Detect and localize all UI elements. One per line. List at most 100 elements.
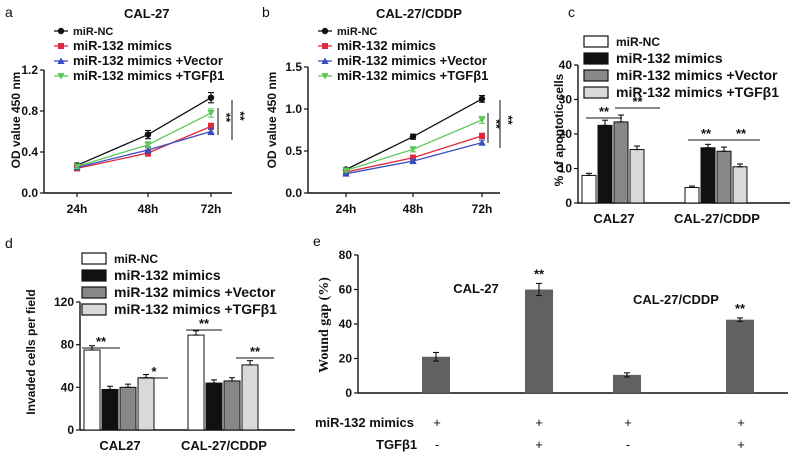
panel-d-legend-swatch xyxy=(81,269,107,282)
panel-d-ylabel: Invaded cells per field xyxy=(24,289,38,414)
panel-c-legend-label: miR-132 mimics +Vector xyxy=(616,67,778,83)
panel-c-x-tick-label: CAL-27/CDDP xyxy=(674,211,760,226)
panel-a-legend-marker xyxy=(57,57,65,64)
panel-d-x-tick-label: CAL27 xyxy=(99,438,140,453)
panel-label-c: c xyxy=(568,4,575,20)
panel-b-sig-label: ** xyxy=(489,119,503,129)
panel-b-data-point xyxy=(409,146,417,153)
panel-c-sig-label: ** xyxy=(599,104,610,119)
panel-d-bar xyxy=(205,382,223,431)
panel-d-bar xyxy=(83,349,101,431)
panel-b-legend-label: miR-NC xyxy=(337,26,377,38)
panel-c-bar xyxy=(629,149,645,204)
panel-b-data-point xyxy=(478,95,486,103)
panel-d-bar xyxy=(223,380,241,431)
panel-a-title: CAL-27 xyxy=(124,6,170,21)
panel-label-a: a xyxy=(5,4,13,20)
panel-d-legend-swatch xyxy=(81,303,107,316)
panel-a-x-tick-label: 48h xyxy=(138,202,159,216)
panel-a-data-point xyxy=(207,110,215,117)
panel-d-sig-label: ** xyxy=(199,316,210,331)
panel-a-legend-marker xyxy=(57,73,65,80)
panel-d-sig-label: ** xyxy=(96,334,107,349)
panel-b-x-tick-label: 24h xyxy=(336,202,357,216)
panel-c-y-tick-label: 0 xyxy=(565,196,572,210)
panel-c-legend-swatch xyxy=(583,35,609,48)
panel-d-sig-label: * xyxy=(151,364,157,379)
panel-b-legend-marker xyxy=(322,43,328,49)
panel-e-tgf-sign: + xyxy=(737,437,745,452)
panel-e-mimics-sign: + xyxy=(737,415,745,430)
panel-b-sig-label: ** xyxy=(501,115,515,125)
panel-a-x-tick-label: 24h xyxy=(67,202,88,216)
panel-c-bar-chart: % of apoptotic cells 0 10 20 30 40 CAL27 CAL-2… xyxy=(552,35,790,226)
panel-d-sig-label: ** xyxy=(250,344,261,359)
panel-d-legend-swatch xyxy=(81,286,107,299)
panel-c-bar xyxy=(581,174,597,204)
panel-c-x-tick-label: CAL27 xyxy=(593,211,634,226)
panel-d-legend-swatch xyxy=(81,252,107,265)
panel-e-sig-label: ** xyxy=(534,266,545,281)
panel-b-data-point xyxy=(478,139,486,146)
panel-b-y-tick-label: 0.5 xyxy=(285,144,302,158)
panel-e-mimics-sign: + xyxy=(624,415,632,430)
panel-e-bar xyxy=(525,289,553,393)
panel-a-x-tick-label: 72h xyxy=(201,202,222,216)
panel-c-y-tick-label: 20 xyxy=(559,127,573,141)
panel-e-row-label: miR-132 mimics xyxy=(315,415,414,430)
panel-e-row-label: TGFβ1 xyxy=(376,437,417,452)
panel-a-data-point xyxy=(207,127,215,135)
panel-a-legend-label: miR-NC xyxy=(73,26,113,38)
panel-a-y-tick-label: 1.2 xyxy=(21,63,38,77)
panel-d-legend-label: miR-NC xyxy=(114,252,158,266)
panel-e-y-tick-label: 40 xyxy=(339,317,353,331)
panel-c-bar xyxy=(716,150,732,204)
panel-e-y-tick-label: 0 xyxy=(345,386,352,400)
panel-a-data-point xyxy=(144,146,152,153)
panel-c-y-tick-label: 30 xyxy=(559,93,573,107)
panel-a-legend-marker xyxy=(58,43,64,49)
panel-a-sig-label: ** xyxy=(219,113,233,123)
panel-e-bar xyxy=(422,356,450,393)
panel-a-line-chart: CAL-27 OD value 450 nm 0.0 0.4 0.8 1.2 24h 48… xyxy=(9,6,247,216)
panel-label-d: d xyxy=(5,235,13,251)
panel-d-y-tick-label: 0 xyxy=(67,423,74,437)
panel-b-data-point xyxy=(409,157,417,165)
panel-e-ylabel: Wound gap (%) xyxy=(317,277,332,373)
panel-c-legend-label: miR-132 mimics +TGFβ1 xyxy=(616,84,779,100)
panel-a-data-point xyxy=(207,94,215,101)
panel-c-bar xyxy=(597,124,613,204)
panel-c-sig-label: ** xyxy=(736,126,747,141)
panel-b-legend-label: miR-132 mimics +Vector xyxy=(337,53,487,68)
panel-c-sig-label: ** xyxy=(701,126,712,141)
panel-e-bar xyxy=(613,374,641,393)
panel-b-y-tick-label: 0.0 xyxy=(285,186,302,200)
panel-c-y-tick-label: 10 xyxy=(559,162,573,176)
panel-c-bar xyxy=(700,147,716,204)
panel-d-y-tick-label: 40 xyxy=(61,380,75,394)
panel-b-legend-marker xyxy=(321,73,329,80)
panel-b-series-line xyxy=(345,135,483,173)
panel-b-y-tick-label: 1.0 xyxy=(285,102,302,116)
panel-e-mimics-sign: + xyxy=(535,415,543,430)
panel-c-y-tick-label: 40 xyxy=(559,58,573,72)
panel-c-legend-label: miR-132 mimics xyxy=(616,50,723,66)
panel-c-bar xyxy=(613,121,629,204)
panel-a-legend-marker xyxy=(57,27,65,35)
panel-a-ylabel: OD value 450 nm xyxy=(9,72,23,169)
panel-a-legend-label: miR-132 mimics +Vector xyxy=(73,53,223,68)
panel-b-data-point xyxy=(478,116,486,124)
panel-b-legend-marker xyxy=(321,57,329,64)
panel-b-legend-label: miR-132 mimics xyxy=(337,38,436,53)
panel-d-y-tick-label: 120 xyxy=(54,295,74,309)
panel-a-y-tick-label: 0.4 xyxy=(21,145,38,159)
panel-c-bar xyxy=(684,186,700,204)
panel-e-tgf-sign: - xyxy=(626,437,630,452)
panel-a-data-point xyxy=(144,141,152,149)
panel-label-b: b xyxy=(262,4,270,20)
panel-a-y-tick-label: 0.8 xyxy=(21,104,38,118)
panel-e-tgf-sign: + xyxy=(535,437,543,452)
panel-b-title: CAL-27/CDDP xyxy=(376,6,462,21)
panel-b-legend-marker xyxy=(321,27,329,35)
panel-d-bar xyxy=(119,386,137,431)
